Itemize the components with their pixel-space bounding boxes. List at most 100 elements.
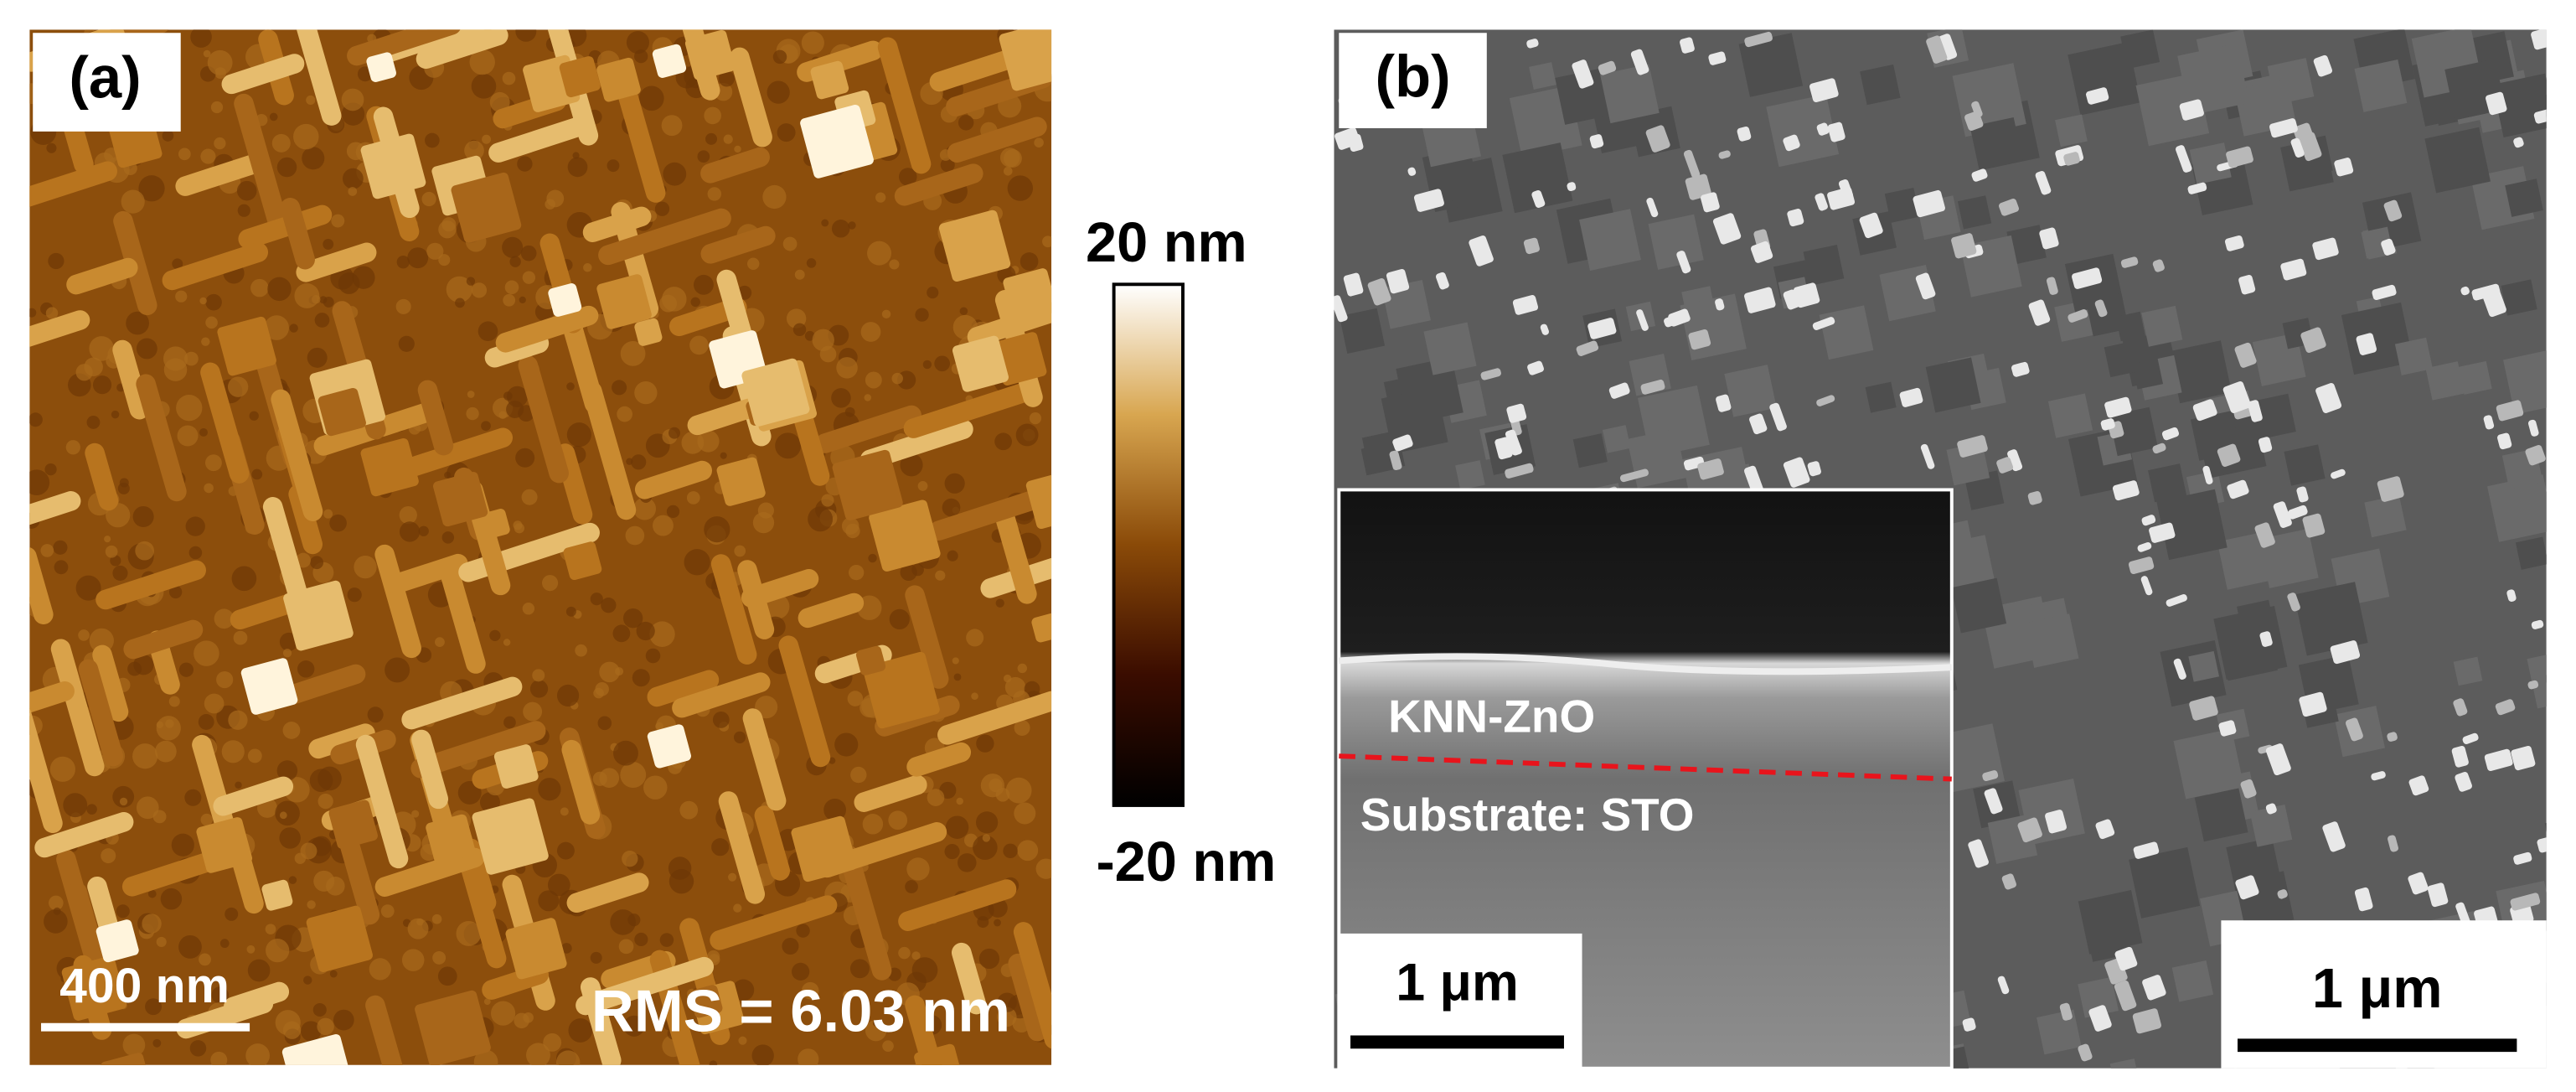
scale-bar-label: 1 μm (2312, 958, 2443, 1020)
grain (329, 514, 347, 532)
particle (2142, 975, 2166, 1001)
grain (75, 364, 93, 381)
particle (2068, 309, 2088, 323)
grain (819, 345, 837, 363)
cube (863, 651, 940, 729)
grain (329, 970, 338, 978)
grain (746, 257, 760, 270)
grain (204, 693, 225, 714)
grain (610, 909, 636, 935)
panel-label: (b) (1375, 43, 1450, 109)
grain (171, 833, 194, 857)
grain (515, 448, 535, 468)
grain (523, 701, 543, 722)
grain (844, 406, 855, 417)
cube (548, 283, 582, 317)
particle (2132, 1008, 2162, 1034)
grain (105, 545, 118, 558)
particle (2312, 237, 2339, 261)
grain (2503, 348, 2547, 415)
grain (147, 889, 157, 898)
grain (612, 624, 631, 643)
grain (178, 147, 191, 161)
particle (2315, 382, 2342, 414)
particle (2027, 491, 2042, 505)
grain (323, 509, 333, 519)
cube (283, 580, 354, 651)
rod (576, 956, 715, 1016)
particle (2128, 556, 2155, 575)
grain (976, 734, 994, 753)
particle (2265, 803, 2277, 815)
particle (2462, 732, 2479, 744)
grain (575, 644, 587, 657)
rod (221, 54, 305, 95)
grain (2115, 311, 2145, 342)
scale-bar-label: 400 nm (59, 959, 230, 1013)
grain (163, 358, 188, 381)
rod (792, 407, 830, 486)
grain (718, 70, 735, 87)
grain (911, 951, 921, 960)
grain (457, 781, 482, 805)
particle (1494, 437, 1513, 460)
particle (2217, 443, 2241, 468)
cube (559, 56, 601, 98)
grain (44, 909, 68, 934)
grain (653, 515, 674, 536)
grain (282, 649, 292, 658)
grain (632, 669, 650, 687)
grain (757, 502, 774, 519)
particle (1506, 403, 1527, 423)
grain (843, 991, 850, 998)
grain (467, 391, 475, 398)
particle (2547, 948, 2570, 968)
grain (205, 316, 218, 329)
grain (314, 313, 330, 328)
grain (917, 481, 928, 491)
rod (292, 29, 342, 126)
grain (705, 132, 718, 145)
grain (2240, 79, 2292, 132)
rod (566, 872, 649, 913)
grain (547, 873, 570, 897)
grain (2501, 279, 2537, 316)
grain (1555, 68, 1612, 125)
grain (891, 372, 903, 385)
grain (593, 687, 604, 699)
grain (307, 347, 328, 368)
particle (1389, 450, 1402, 471)
grain (864, 394, 872, 401)
grain (489, 629, 501, 641)
grain (121, 189, 145, 214)
particle (1505, 463, 1534, 479)
grain (2544, 811, 2547, 880)
particle (2104, 396, 2132, 418)
grain (958, 853, 977, 872)
grain (395, 298, 411, 314)
grain (216, 670, 234, 689)
grain (2171, 960, 2214, 1002)
grain (119, 478, 129, 488)
grain (86, 416, 101, 429)
grain (48, 252, 65, 270)
particle (1816, 395, 1835, 406)
grain (823, 798, 846, 821)
rod (401, 676, 523, 730)
grain (980, 774, 1005, 798)
particle (2455, 772, 2472, 792)
grain (44, 463, 57, 476)
grain (1529, 62, 1556, 90)
grain (210, 1051, 228, 1065)
particle (1769, 402, 1787, 432)
grain (142, 913, 162, 934)
grain (520, 245, 537, 261)
cube (800, 104, 874, 179)
particle (2045, 810, 2068, 834)
rod (29, 161, 117, 214)
grain (915, 308, 929, 322)
grain (135, 541, 155, 561)
grain (398, 335, 415, 352)
particle (1589, 134, 1604, 149)
